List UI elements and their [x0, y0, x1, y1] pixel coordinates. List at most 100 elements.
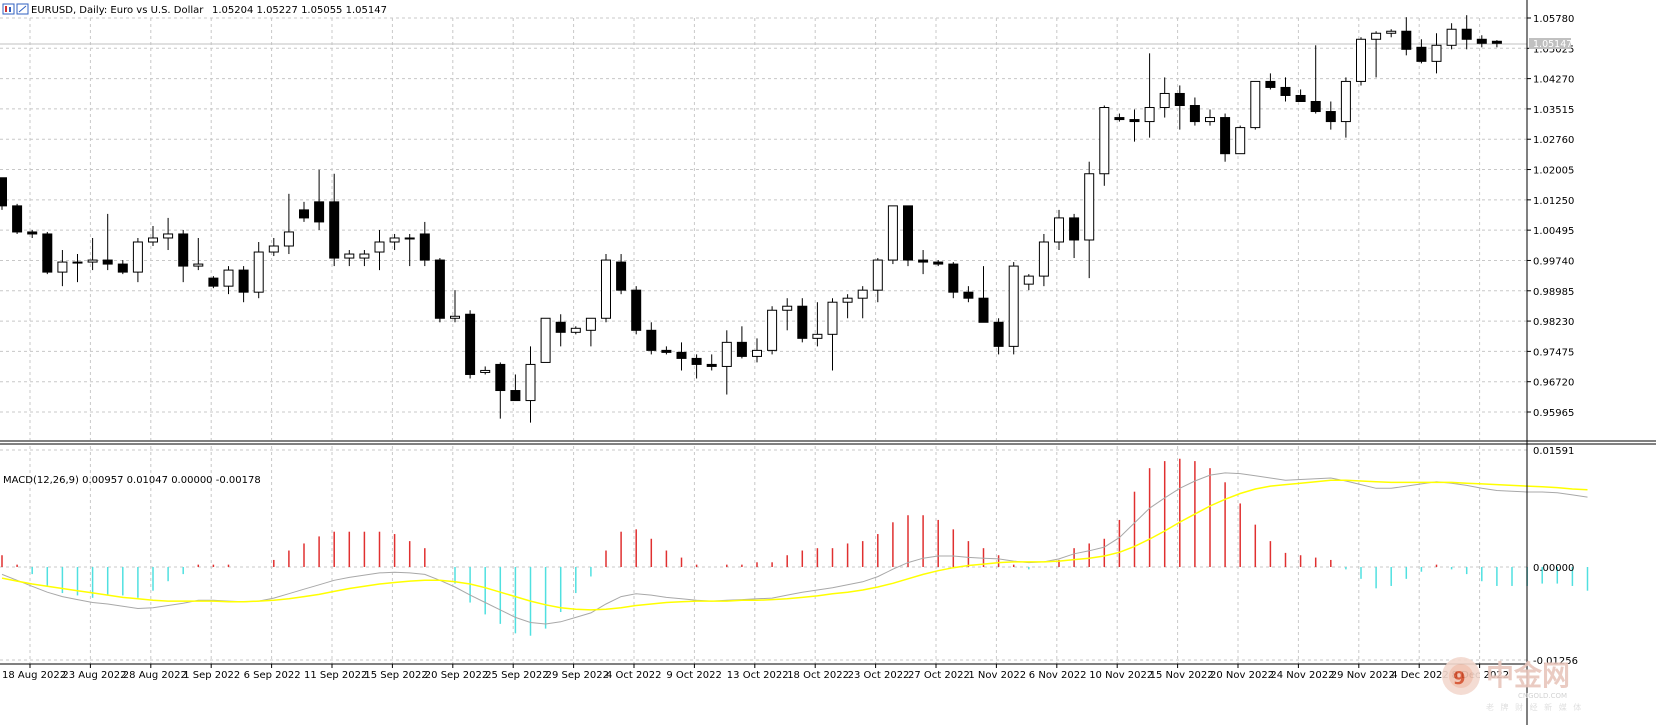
signal-line [1, 479, 1588, 611]
date-tick-label: 4 Oct 2022 [606, 670, 661, 681]
candle-body-down [1280, 86, 1291, 96]
candle [0, 177, 7, 210]
candle [1114, 113, 1125, 122]
candle-body-up [872, 259, 883, 291]
candle-body-up [163, 233, 174, 239]
chart-title: EURUSD, Daily: Euro vs U.S. Dollar [31, 5, 204, 16]
candle [329, 173, 340, 267]
current-price-label: 1.05147 [1533, 39, 1572, 50]
candle [555, 314, 566, 347]
candle-body-up [87, 259, 98, 263]
candle [1386, 29, 1397, 38]
candle-body-up [570, 327, 581, 333]
current-price-tag: 1.05147 [1529, 38, 1572, 50]
date-tick-label: 6 Sep 2022 [244, 670, 301, 681]
candle-body-up [480, 369, 491, 373]
candle-body-down [555, 321, 566, 333]
candle-body-up [1008, 265, 1019, 347]
date-tick-label: 1 Sep 2022 [183, 670, 240, 681]
candle-body-up [752, 349, 762, 357]
date-tick-label: 13 Oct 2022 [727, 670, 789, 681]
candle [419, 221, 430, 267]
candle-body-down [1295, 94, 1306, 102]
candle [268, 237, 279, 257]
price-tick-label: 1.01250 [1533, 196, 1574, 207]
candle-body-up [1054, 217, 1064, 243]
price-tick-label: 1.05025 [1533, 44, 1574, 55]
candle [27, 229, 38, 238]
candle [933, 260, 944, 267]
candle [827, 298, 838, 371]
candle [163, 217, 174, 251]
candle [1280, 77, 1291, 102]
candle [797, 298, 808, 343]
date-tick-label: 18 Oct 2022 [787, 670, 849, 681]
candle [812, 302, 823, 347]
candle-body-down [963, 291, 974, 299]
candle-body-down [0, 177, 7, 207]
macd-tick-label: 0.00000 [1533, 563, 1574, 574]
candle [1250, 80, 1261, 130]
candle-body-down [646, 329, 657, 351]
candle-body-up [389, 237, 400, 243]
candle-body-up [1371, 32, 1382, 40]
candle-body-up [1431, 44, 1442, 62]
date-tick-label: 1 Nov 2022 [968, 670, 1026, 681]
candle-body-down [1416, 46, 1427, 62]
date-tick-label: 4 Dec 2022 [1391, 670, 1449, 681]
candle-body-up [1099, 107, 1110, 175]
candle-body-up [1144, 107, 1155, 123]
candle-body-down [1129, 119, 1140, 123]
candle-body-up [344, 253, 355, 259]
candle-body-down [1069, 217, 1080, 241]
candle [1205, 109, 1215, 126]
candle [253, 241, 264, 299]
candle-body-down [1220, 117, 1231, 155]
watermark-brand: 中金网 [1486, 659, 1570, 692]
price-tick-label: 1.04270 [1533, 75, 1574, 86]
macd-axis: 0.01591 0.00000 -0.01256 [1533, 446, 1578, 667]
candle [1476, 35, 1487, 48]
price-tick-label: 1.00495 [1533, 226, 1574, 237]
candle-body-up [359, 253, 370, 259]
candle [1174, 85, 1185, 130]
candle [706, 354, 717, 371]
macd-lines [1, 472, 1588, 625]
candle-body-up [1446, 28, 1457, 46]
candle-body-down [465, 313, 476, 375]
candle [208, 276, 219, 289]
date-tick-label: 23 Aug 2022 [62, 670, 126, 681]
candle [993, 318, 1004, 355]
candle [1099, 105, 1110, 186]
candle [616, 254, 627, 295]
price-tick-label: 0.99740 [1533, 256, 1574, 267]
candle-body-down [102, 259, 113, 265]
candle-body-up [1340, 80, 1351, 123]
price-tick-label: 0.97475 [1533, 347, 1574, 358]
candle [465, 310, 476, 379]
candle [1356, 37, 1366, 86]
candle [691, 354, 702, 379]
candle [344, 250, 355, 267]
price-tick-label: 0.96720 [1533, 378, 1574, 389]
candle [525, 346, 536, 423]
candle-body-down [1189, 105, 1200, 123]
candle-body-up [887, 205, 898, 261]
candle-body-up [585, 317, 596, 331]
date-tick-label: 10 Nov 2022 [1089, 670, 1153, 681]
price-tick-label: 1.05780 [1533, 14, 1574, 25]
date-tick-label: 20 Sep 2022 [425, 670, 488, 681]
candle [1144, 53, 1155, 138]
candle [510, 374, 521, 402]
candle-body-down [178, 233, 189, 267]
candle-body-up [450, 315, 460, 319]
candle [299, 201, 309, 222]
candle-body-down [948, 263, 959, 293]
candle-body-down [993, 321, 1004, 347]
date-tick-label: 28 Aug 2022 [123, 670, 187, 681]
candle [117, 260, 128, 275]
candle-body-down [117, 263, 128, 273]
candle-body-down [661, 349, 672, 353]
